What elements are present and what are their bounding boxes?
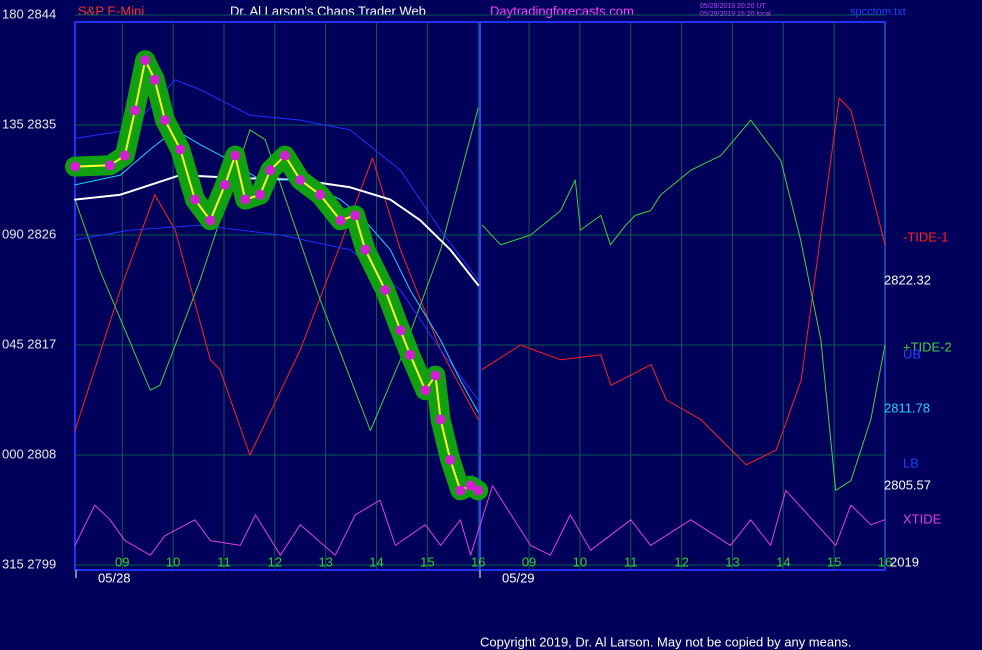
price-dot <box>70 161 80 172</box>
grid <box>75 14 886 570</box>
series-line <box>74 485 886 556</box>
price-dot <box>445 454 456 465</box>
x-tick-label: 10 <box>573 554 587 569</box>
price-dot <box>455 485 466 496</box>
series-label: XTIDE <box>903 511 942 526</box>
annotation: 2822.32 <box>884 272 931 287</box>
price-dot <box>230 150 241 161</box>
price-dot <box>435 414 446 425</box>
price-dot <box>420 385 431 396</box>
series-label: +TIDE-2 <box>903 339 952 354</box>
y-tick-label: 045 2817 <box>2 336 56 351</box>
annotation: 2805.57 <box>884 477 931 492</box>
price-dot <box>130 105 140 116</box>
x-tick-label: 14 <box>776 554 790 569</box>
price-dot <box>175 144 186 155</box>
price-dot <box>295 175 306 185</box>
price-dot <box>119 150 130 161</box>
price-dot <box>405 349 416 360</box>
price-dot <box>149 74 160 85</box>
series-label: -TIDE-1 <box>903 229 949 244</box>
timestamp: 05/29/2019 20:20 UT <box>700 3 766 10</box>
price-dot <box>315 189 326 200</box>
price-dot <box>335 215 346 226</box>
y-tick-label: 135 2835 <box>2 116 56 131</box>
price-dot <box>350 210 361 221</box>
x-tick-label: 11 <box>624 554 638 569</box>
session-date: 05/29 <box>502 570 535 585</box>
series-line <box>74 157 479 456</box>
x-tick-label: 14 <box>369 554 383 569</box>
price-dot <box>395 325 406 336</box>
website: Daytradingforecasts.com <box>490 3 634 18</box>
x-tick-label: 16 <box>471 554 485 569</box>
y-tick-label: 315 2799 <box>2 556 56 571</box>
annotation: 2811.78 <box>884 400 930 415</box>
instrument: S&P E-Mini <box>78 3 144 18</box>
price-dot <box>205 215 216 226</box>
price-dot <box>220 179 230 190</box>
marks <box>65 50 886 556</box>
copyright: Copyright 2019, Dr. Al Larson. May not b… <box>480 634 851 649</box>
x-tick-label: 15 <box>420 554 434 569</box>
price-dot <box>240 194 251 205</box>
x-tick-label: 10 <box>166 554 180 569</box>
y-tick-label: 090 2826 <box>2 226 56 241</box>
x-tick-label: 13 <box>725 554 739 569</box>
price-dot <box>255 189 266 200</box>
price-dot <box>465 480 476 491</box>
annotation: 2019 <box>890 554 919 569</box>
x-tick-label: 15 <box>827 554 841 569</box>
series-line <box>481 97 886 466</box>
annotation: LB <box>903 455 919 470</box>
series-line <box>74 224 479 401</box>
chart-title: Dr. Al Larson's Chaos Trader Web <box>230 3 426 18</box>
x-tick-label: 12 <box>674 554 688 569</box>
y-tick-label: 000 2808 <box>2 446 56 461</box>
x-tick-label: 09 <box>522 554 536 569</box>
x-tick-label: 12 <box>268 554 282 569</box>
x-tick-label: 09 <box>115 554 129 569</box>
price-dot <box>140 55 151 66</box>
file-name: spcctom.txt <box>850 6 906 18</box>
session-date: 05/28 <box>98 570 131 585</box>
price-dot <box>105 160 116 171</box>
series-line <box>74 174 480 287</box>
price-dot <box>265 165 276 176</box>
price-dot <box>190 194 200 205</box>
x-tick-label: 13 <box>318 554 332 569</box>
price-dot <box>430 370 441 381</box>
price-dot <box>473 485 484 496</box>
y-tick-label: 180 2844 <box>2 6 56 21</box>
series-line <box>481 119 886 491</box>
price-dot <box>360 244 371 255</box>
x-tick-label: 16 <box>878 554 892 569</box>
price-dot <box>280 150 290 161</box>
timestamp: 05/29/2019 15:20 local <box>700 11 771 18</box>
price-dot <box>160 115 170 126</box>
x-tick-label: 11 <box>217 554 231 569</box>
price-dot <box>380 285 391 295</box>
labels: 180 2844 135 2835 090 2826 045 2817 000 2808… <box>2 6 952 571</box>
annotation: UB <box>903 346 921 361</box>
